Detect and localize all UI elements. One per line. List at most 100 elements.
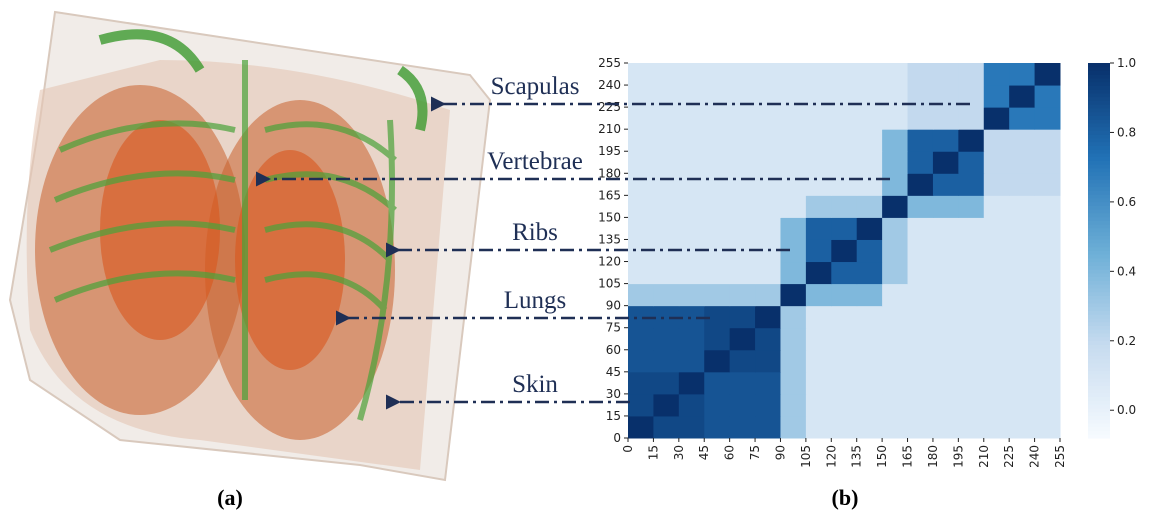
colorbar-band: [1088, 408, 1110, 413]
heatmap-cell: [805, 239, 832, 263]
heatmap-cell: [780, 349, 807, 373]
x-tick-label: 225: [1002, 445, 1016, 468]
colorbar-tick-label: 0.6: [1117, 195, 1136, 209]
x-tick-label: 45: [697, 445, 711, 460]
heatmap-cell: [1034, 283, 1061, 307]
heatmap-cell: [932, 151, 959, 174]
annotation-label: Skin: [512, 371, 558, 398]
heatmap-cell: [729, 349, 756, 373]
colorbar-band: [1088, 213, 1110, 218]
heatmap-cell: [882, 305, 909, 329]
heatmap-cell: [907, 283, 934, 307]
y-tick-label: 75: [606, 321, 621, 335]
heatmap-cell: [628, 283, 654, 307]
heatmap-cell: [780, 85, 807, 108]
heatmap-cell: [882, 327, 909, 351]
heatmap-cell: [628, 195, 654, 218]
heatmap-cell: [678, 151, 705, 174]
heatmap-cell: [958, 239, 985, 263]
heatmap-cell: [932, 371, 959, 395]
heatmap-cell: [704, 85, 731, 108]
heatmap-cell: [628, 63, 654, 86]
colorbar-band: [1088, 385, 1110, 390]
colorbar-band: [1088, 183, 1110, 188]
colorbar-band: [1088, 348, 1110, 353]
heatmap-cell: [805, 371, 832, 395]
x-tick-label: 255: [1053, 445, 1067, 468]
y-tick-label: 45: [606, 365, 621, 379]
heatmap-cell: [1009, 393, 1036, 417]
colorbar-band: [1088, 291, 1110, 296]
colorbar-tick-label: 0.0: [1117, 403, 1136, 417]
heatmap-cell: [932, 85, 959, 108]
colorbar-band: [1088, 123, 1110, 128]
heatmap-cell: [704, 63, 731, 86]
heatmap-cell: [856, 283, 883, 307]
heatmap-cell: [755, 393, 781, 417]
colorbar-band: [1088, 321, 1110, 326]
heatmap-cell: [907, 327, 934, 351]
heatmap-cell: [856, 239, 883, 263]
heatmap-cell: [856, 371, 883, 395]
colorbar-band: [1088, 74, 1110, 79]
heatmap-cell: [729, 217, 756, 240]
heatmap-cell: [1009, 85, 1036, 108]
colorbar-band: [1088, 190, 1110, 195]
colorbar-band: [1088, 141, 1110, 146]
heatmap-cell: [983, 129, 1010, 152]
heatmap-cell: [983, 63, 1010, 86]
annotation-label: Ribs: [512, 219, 558, 246]
heatmap-cell: [983, 327, 1010, 351]
heatmap-cell: [678, 261, 705, 285]
heatmap-cell: [831, 283, 858, 307]
x-tick-label: 210: [977, 445, 991, 468]
heatmap-cell: [882, 151, 909, 174]
heatmap-cell: [831, 393, 858, 417]
heatmap-cell: [805, 349, 832, 373]
x-tick-label: 180: [926, 445, 940, 468]
heatmap-cell: [983, 261, 1010, 285]
heatmap-cell: [856, 129, 883, 152]
heatmap-cell: [729, 261, 756, 285]
heatmap-cell: [983, 195, 1010, 218]
heatmap-cell: [1034, 173, 1061, 196]
heatmap-cell: [729, 393, 756, 417]
y-tick-label: 60: [606, 343, 621, 357]
panel-label: (a): [217, 485, 243, 510]
heatmap-cell: [932, 195, 959, 218]
heatmap-cell: [628, 327, 654, 351]
heatmap-cell: [958, 151, 985, 174]
heatmap-cell: [958, 305, 985, 329]
heatmap-cell: [755, 327, 781, 351]
colorbar-band: [1088, 426, 1110, 431]
heatmap-cell: [882, 63, 909, 86]
heatmap-cell: [704, 239, 731, 263]
colorbar-band: [1088, 160, 1110, 165]
heatmap-cell: [628, 349, 654, 373]
heatmap-cell: [805, 173, 832, 196]
colorbar-band: [1088, 149, 1110, 154]
heatmap-cell: [704, 415, 731, 439]
heatmap-cell: [882, 173, 909, 196]
heatmap-cell: [1034, 195, 1061, 218]
heatmap-cell: [755, 151, 781, 174]
heatmap-cell: [831, 85, 858, 108]
colorbar-band: [1088, 198, 1110, 203]
y-tick-label: 150: [598, 210, 621, 224]
x-tick-label: 165: [901, 445, 915, 468]
colorbar-band: [1088, 329, 1110, 334]
heatmap-cell: [856, 195, 883, 218]
heatmap-cell: [856, 261, 883, 285]
heatmap-cell: [805, 217, 832, 240]
colorbar-band: [1088, 340, 1110, 345]
colorbar-band: [1088, 145, 1110, 150]
y-tick-label: 165: [598, 188, 621, 202]
colorbar-band: [1088, 205, 1110, 210]
heatmap-cell: [1009, 63, 1036, 86]
x-tick-label: 75: [748, 445, 762, 460]
heatmap-cell: [882, 283, 909, 307]
colorbar-band: [1088, 171, 1110, 176]
heatmap-cell: [1009, 371, 1036, 395]
colorbar-band: [1088, 201, 1110, 206]
heatmap-cell: [1034, 63, 1061, 86]
